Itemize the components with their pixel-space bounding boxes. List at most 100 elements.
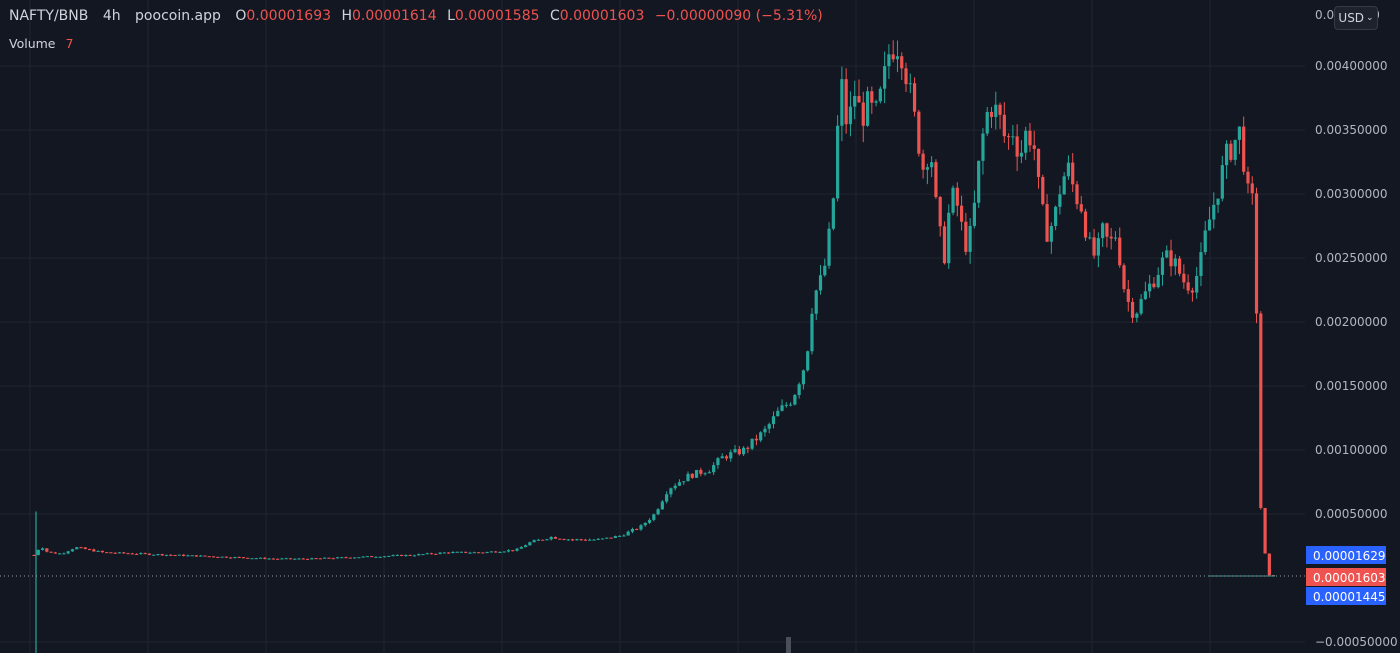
candle-body bbox=[827, 228, 831, 266]
candle-body bbox=[558, 538, 562, 540]
candle-body bbox=[190, 555, 194, 557]
candle-body bbox=[429, 553, 434, 555]
candle-body bbox=[930, 162, 934, 168]
candle-body bbox=[250, 558, 254, 560]
candle-body bbox=[887, 54, 891, 67]
candle-body bbox=[113, 552, 117, 554]
candle-body bbox=[58, 553, 62, 555]
candle-body bbox=[417, 554, 421, 556]
price-tag-label: 0.00001445 bbox=[1313, 590, 1386, 604]
candle-body bbox=[340, 557, 344, 559]
candle-body bbox=[241, 557, 246, 559]
candle-body bbox=[618, 535, 622, 537]
candle-body bbox=[836, 125, 840, 199]
candle-body bbox=[237, 557, 241, 559]
candle-body bbox=[1225, 143, 1229, 166]
candle-body bbox=[895, 56, 900, 60]
candle-body bbox=[1122, 265, 1126, 290]
candle-body bbox=[806, 351, 810, 371]
y-tick-label: 0.00250000 bbox=[1315, 251, 1388, 265]
candle-body bbox=[908, 83, 912, 85]
volume-label[interactable]: Volume bbox=[9, 36, 56, 51]
candle-body bbox=[609, 537, 613, 539]
candle-body bbox=[280, 558, 284, 560]
candle-body bbox=[861, 102, 865, 126]
candle-body bbox=[1237, 126, 1242, 140]
candle-body bbox=[506, 550, 511, 552]
candle-body bbox=[541, 539, 545, 541]
candle-body bbox=[53, 552, 57, 554]
candle-body bbox=[942, 226, 947, 264]
y-tick-label: 0.00100000 bbox=[1315, 443, 1388, 457]
candle-body bbox=[352, 557, 357, 559]
candle-body bbox=[1006, 136, 1011, 138]
candle-body bbox=[182, 554, 186, 556]
symbol-label[interactable]: NAFTY/BNB bbox=[9, 8, 89, 24]
candle-body bbox=[425, 553, 429, 555]
interval-label[interactable]: 4h bbox=[102, 8, 121, 24]
candle-body bbox=[643, 522, 647, 526]
candle-body bbox=[318, 558, 322, 560]
candle-body bbox=[1203, 230, 1207, 253]
candle-body bbox=[810, 313, 814, 352]
candle-body bbox=[233, 557, 237, 559]
candle-body bbox=[912, 83, 917, 112]
candle-body bbox=[374, 556, 378, 558]
candle-body bbox=[968, 225, 972, 252]
close-label: C bbox=[549, 8, 560, 24]
y-tick-label: −0.00050000 bbox=[1315, 635, 1398, 649]
candle-body bbox=[421, 554, 425, 556]
candle-body bbox=[1250, 183, 1254, 194]
candle-body bbox=[1036, 148, 1041, 177]
candle-body bbox=[750, 438, 754, 449]
candle-body bbox=[1182, 273, 1186, 283]
candle-body bbox=[395, 554, 399, 556]
high-label: H bbox=[341, 8, 352, 24]
candle-body bbox=[784, 404, 788, 406]
candle-body bbox=[964, 221, 968, 252]
candle-body bbox=[382, 556, 387, 558]
price-tag-bg bbox=[1306, 568, 1386, 586]
candle-body bbox=[613, 536, 617, 539]
candle-body bbox=[1199, 252, 1203, 276]
candle-body bbox=[1045, 204, 1049, 242]
candle-body bbox=[579, 539, 583, 541]
candle-body bbox=[870, 91, 874, 103]
candle-body bbox=[656, 509, 660, 515]
candle-body bbox=[1049, 226, 1053, 242]
candle-body bbox=[152, 554, 156, 556]
candle-body bbox=[203, 555, 207, 557]
candle-body bbox=[763, 428, 767, 433]
candle-body bbox=[1169, 250, 1173, 267]
open-label: O bbox=[235, 8, 247, 24]
candle-body bbox=[1152, 283, 1156, 288]
candle-body bbox=[771, 416, 776, 425]
currency-label: USD bbox=[1338, 11, 1365, 25]
candle-body bbox=[673, 485, 677, 489]
y-tick-label: 0.00400000 bbox=[1315, 59, 1388, 73]
candle-body bbox=[139, 553, 143, 555]
candle-body bbox=[32, 554, 36, 556]
candle-body bbox=[314, 558, 318, 560]
candle-body bbox=[592, 539, 596, 541]
y-tick-label: 0.00150000 bbox=[1315, 379, 1388, 393]
candle-body bbox=[1088, 237, 1092, 239]
grid bbox=[0, 0, 1305, 653]
candle-body bbox=[677, 482, 682, 486]
candle-body bbox=[66, 551, 70, 554]
currency-select[interactable]: USD ⌄ bbox=[1334, 6, 1378, 30]
candle-body bbox=[874, 101, 878, 103]
candle-body bbox=[117, 552, 122, 554]
candle-body bbox=[365, 556, 370, 558]
candle-body bbox=[707, 472, 711, 474]
candle-body bbox=[1156, 274, 1160, 288]
candle-body bbox=[229, 557, 233, 559]
high-value: 0.00001614 bbox=[352, 8, 437, 24]
price-axis[interactable]: 0.00440000.004000000.003500000.003000000… bbox=[1305, 0, 1400, 653]
candlestick-chart[interactable] bbox=[0, 0, 1305, 653]
candle-body bbox=[776, 410, 780, 417]
candle-body bbox=[455, 551, 459, 553]
candle-body bbox=[1160, 257, 1165, 275]
candle-body bbox=[977, 160, 981, 203]
candle-body bbox=[331, 558, 335, 560]
